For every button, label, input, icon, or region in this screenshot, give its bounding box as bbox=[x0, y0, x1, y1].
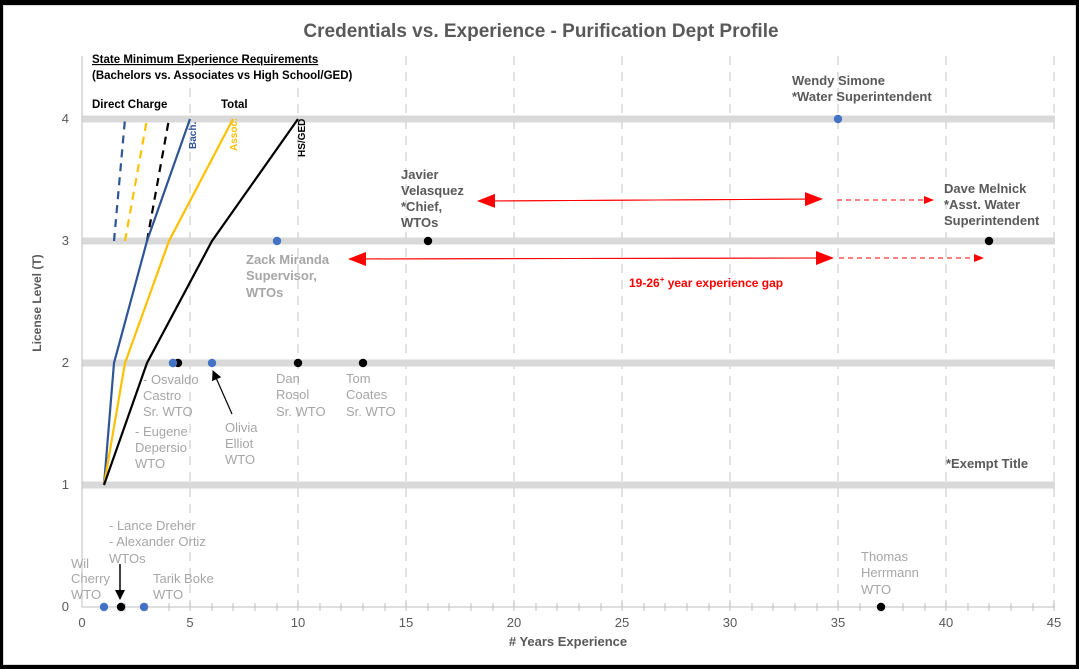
svg-text:15: 15 bbox=[399, 615, 413, 630]
svg-text:35: 35 bbox=[831, 615, 845, 630]
osvaldo-point bbox=[168, 358, 178, 368]
total-label: Total bbox=[221, 99, 248, 111]
javier-annotation: Javier Velasquez *Chief, WTOs bbox=[401, 167, 464, 230]
scatter-chart: Credentials vs. Experience - Purificatio… bbox=[30, 21, 1061, 649]
direct-charge-lines bbox=[112, 118, 171, 242]
annotations-bold: Wendy Simone *Water Superintendent Javier… bbox=[401, 73, 1040, 471]
requirement-line-labels: Bach. Assoc. HS/GED bbox=[188, 118, 308, 157]
svg-text:5: 5 bbox=[186, 615, 193, 630]
dan-annotation: Dan Rosol Sr. WTO bbox=[276, 371, 326, 419]
requirements-subtitle: (Bachelors vs. Associates vs High School… bbox=[92, 70, 352, 82]
olivia-pointer-arrow bbox=[212, 370, 233, 415]
svg-text:0: 0 bbox=[62, 599, 69, 614]
eugene-annotation: - Eugene Depersio WTO bbox=[135, 424, 188, 471]
svg-text:40: 40 bbox=[939, 615, 953, 630]
wil-annotation: Wil Cherry WTO bbox=[71, 556, 111, 602]
thomas-annotation: Thomas Herrmann WTO bbox=[861, 549, 919, 597]
x-axis-label: # Years Experience bbox=[509, 634, 627, 649]
x-tick-labels: 0 5 10 15 20 25 30 35 40 45 bbox=[78, 615, 1061, 630]
vertical-gridlines bbox=[189, 56, 1055, 606]
lance-annotation: - Lance Dreher - Alexander Ortiz WTOs bbox=[109, 518, 206, 566]
svg-text:0: 0 bbox=[78, 615, 85, 630]
svg-text:25: 25 bbox=[615, 615, 629, 630]
y-axis-label: License Level (T) bbox=[30, 254, 44, 351]
wendy-annotation: Wendy Simone *Water Superintendent bbox=[792, 73, 932, 104]
blue-points bbox=[99, 114, 843, 612]
annotation-zack: Zack Miranda Supervisor, WTOs bbox=[246, 252, 330, 300]
exempt-note: *Exempt Title bbox=[946, 456, 1028, 471]
svg-text:10: 10 bbox=[291, 615, 305, 630]
chart-frame: Credentials vs. Experience - Purificatio… bbox=[3, 5, 1076, 665]
svg-text:Bach.: Bach. bbox=[188, 122, 199, 149]
svg-text:Assoc.: Assoc. bbox=[229, 118, 240, 151]
svg-text:3: 3 bbox=[62, 233, 69, 248]
total-requirement-lines bbox=[102, 118, 299, 486]
osvaldo-annotation: - Osvaldo Castro Sr. WTO bbox=[143, 372, 199, 419]
svg-text:45: 45 bbox=[1047, 615, 1061, 630]
horizontal-gridlines bbox=[82, 115, 1055, 489]
svg-text:4: 4 bbox=[62, 111, 69, 126]
tarik-annotation: Tarik Boke WTO bbox=[153, 571, 214, 602]
svg-text:2: 2 bbox=[62, 355, 69, 370]
svg-text:30: 30 bbox=[723, 615, 737, 630]
requirements-title: State Minimum Experience Requirements bbox=[92, 54, 318, 66]
y-tick-labels: 0 1 2 3 4 bbox=[62, 111, 69, 614]
chart-title: Credentials vs. Experience - Purificatio… bbox=[303, 21, 778, 42]
svg-text:HS/GED: HS/GED bbox=[297, 119, 308, 157]
direct-charge-label: Direct Charge bbox=[92, 99, 167, 111]
olivia-annotation: Olivia Elliot WTO bbox=[225, 420, 258, 467]
experience-gap-arrows bbox=[348, 192, 984, 266]
annotations-regular: - Osvaldo Castro Sr. WTO - Eugene Depersio W… bbox=[71, 371, 919, 602]
dave-annotation: Dave Melnick *Asst. Water Superintendent bbox=[944, 181, 1040, 228]
svg-text:20: 20 bbox=[507, 615, 521, 630]
experience-gap-label: 19-26+ year experience gap bbox=[629, 275, 783, 290]
tom-annotation: Tom Coates Sr. WTO bbox=[346, 371, 396, 419]
svg-text:1: 1 bbox=[62, 477, 69, 492]
